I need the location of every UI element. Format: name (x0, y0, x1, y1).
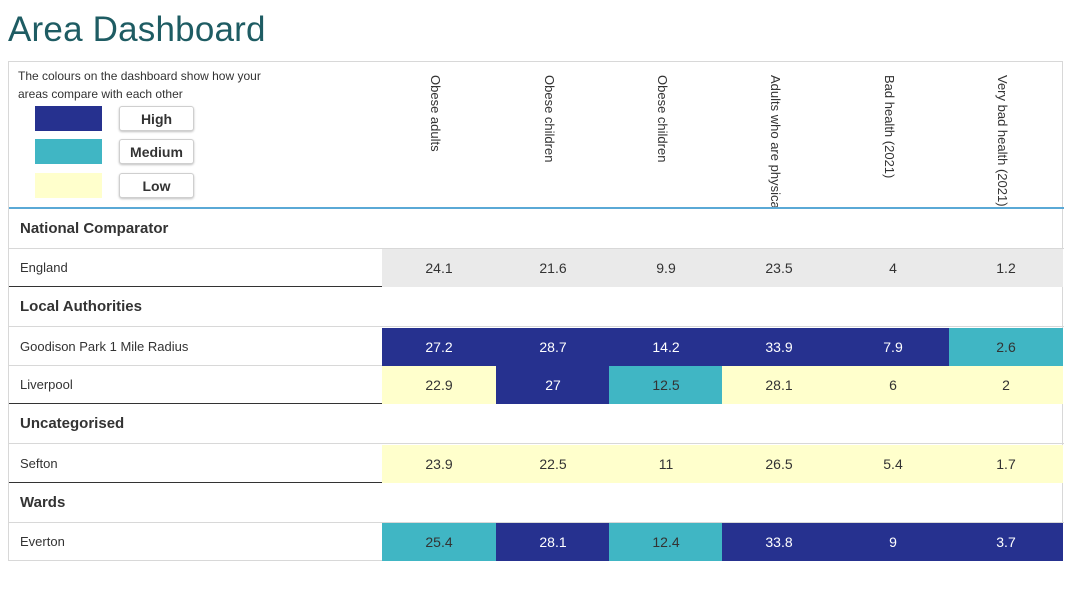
data-cell[interactable]: 21.6 (496, 249, 610, 287)
data-cell[interactable]: 7.9 (836, 328, 950, 366)
legend-low-button[interactable]: Low (119, 173, 194, 198)
row-label[interactable]: England (9, 249, 382, 287)
legend-medium-button[interactable]: Medium (119, 139, 194, 164)
table-row-england: England 24.1 21.6 9.9 23.5 4 1.2 (9, 249, 1064, 287)
data-cell[interactable]: 28.1 (496, 523, 610, 561)
legend-swatch-medium (35, 139, 102, 164)
data-cell[interactable]: 33.9 (722, 328, 836, 366)
column-header-label: Obese children (655, 75, 670, 163)
data-cell[interactable]: 6 (836, 366, 950, 404)
legend-swatch-low (35, 173, 102, 198)
data-cell[interactable]: 4 (836, 249, 950, 287)
section-header-uncategorised: Uncategorised (9, 404, 1064, 444)
data-cell[interactable]: 27.2 (382, 328, 496, 366)
data-cell[interactable]: 33.8 (722, 523, 836, 561)
column-header-label: Adults who are physically inactive (768, 75, 783, 207)
legend-high-button[interactable]: High (119, 106, 194, 131)
column-header-bad-health[interactable]: Bad health (2021) (836, 62, 949, 207)
table-row-goodison-park: Goodison Park 1 Mile Radius 27.2 28.7 14… (9, 328, 1064, 366)
row-label[interactable]: Liverpool (9, 366, 382, 404)
data-cell[interactable]: 1.7 (949, 445, 1063, 483)
dashboard-header: The colours on the dashboard show how yo… (9, 62, 1064, 209)
column-header-very-bad-health[interactable]: Very bad health (2021) (949, 62, 1062, 207)
column-header-obese-children[interactable]: Obese children (496, 62, 609, 207)
row-label[interactable]: Everton (20, 534, 65, 549)
page-title: Area Dashboard (8, 10, 266, 49)
data-cell[interactable]: 14.2 (609, 328, 723, 366)
data-cell[interactable]: 5.4 (836, 445, 950, 483)
data-cell[interactable]: 28.1 (722, 366, 836, 404)
table-row-sefton: Sefton 23.9 22.5 11 26.5 5.4 1.7 (9, 445, 1064, 483)
data-cell[interactable]: 9 (836, 523, 950, 561)
data-cell[interactable]: 27 (496, 366, 610, 404)
data-cell[interactable]: 23.9 (382, 445, 496, 483)
column-header-label: Obese children (542, 75, 557, 163)
column-header-label: Bad health (2021) (882, 75, 897, 179)
table-row-everton: Everton 25.4 28.1 12.4 33.8 9 3.7 (9, 523, 1064, 561)
section-title: Local Authorities (20, 298, 142, 315)
section-header-wards: Wards (9, 483, 1064, 523)
row-label[interactable]: Goodison Park 1 Mile Radius (9, 328, 382, 366)
column-header-obese-adults[interactable]: Obese adults (382, 62, 495, 207)
legend-swatch-high (35, 106, 102, 131)
section-title: Uncategorised (20, 415, 125, 432)
data-cell[interactable]: 24.1 (382, 249, 496, 287)
data-cell[interactable]: 3.7 (949, 523, 1063, 561)
data-cell[interactable]: 12.4 (609, 523, 723, 561)
data-cell[interactable]: 22.9 (382, 366, 496, 404)
data-cell[interactable]: 22.5 (496, 445, 610, 483)
section-header-national-comparator: National Comparator (9, 209, 1064, 249)
data-cell[interactable]: 12.5 (609, 366, 723, 404)
data-cell[interactable]: 1.2 (949, 249, 1063, 287)
data-cell[interactable]: 28.7 (496, 328, 610, 366)
data-cell[interactable]: 11 (609, 445, 723, 483)
legend-item-low: Low (35, 173, 225, 199)
data-cell[interactable]: 23.5 (722, 249, 836, 287)
row-label[interactable]: Sefton (9, 445, 382, 483)
table-row-liverpool: Liverpool 22.9 27 12.5 28.1 6 2 (9, 366, 1064, 404)
section-title: National Comparator (20, 220, 169, 237)
section-title: Wards (20, 494, 66, 511)
column-header-label: Obese adults (428, 75, 443, 152)
data-cell[interactable]: 2.6 (949, 328, 1063, 366)
area-dashboard: The colours on the dashboard show how yo… (8, 61, 1064, 561)
data-cell[interactable]: 26.5 (722, 445, 836, 483)
column-header-obese-children-2[interactable]: Obese children (609, 62, 722, 207)
section-header-local-authorities: Local Authorities (9, 287, 1064, 327)
column-header-physically-inactive[interactable]: Adults who are physically inactive (722, 62, 835, 207)
data-cell[interactable]: 9.9 (609, 249, 723, 287)
column-header-label: Very bad health (2021) (995, 75, 1010, 207)
data-cell[interactable]: 2 (949, 366, 1063, 404)
legend-item-high: High (35, 106, 225, 132)
legend-description: The colours on the dashboard show how yo… (18, 69, 261, 101)
data-cell[interactable]: 25.4 (382, 523, 496, 561)
legend-item-medium: Medium (35, 139, 225, 165)
